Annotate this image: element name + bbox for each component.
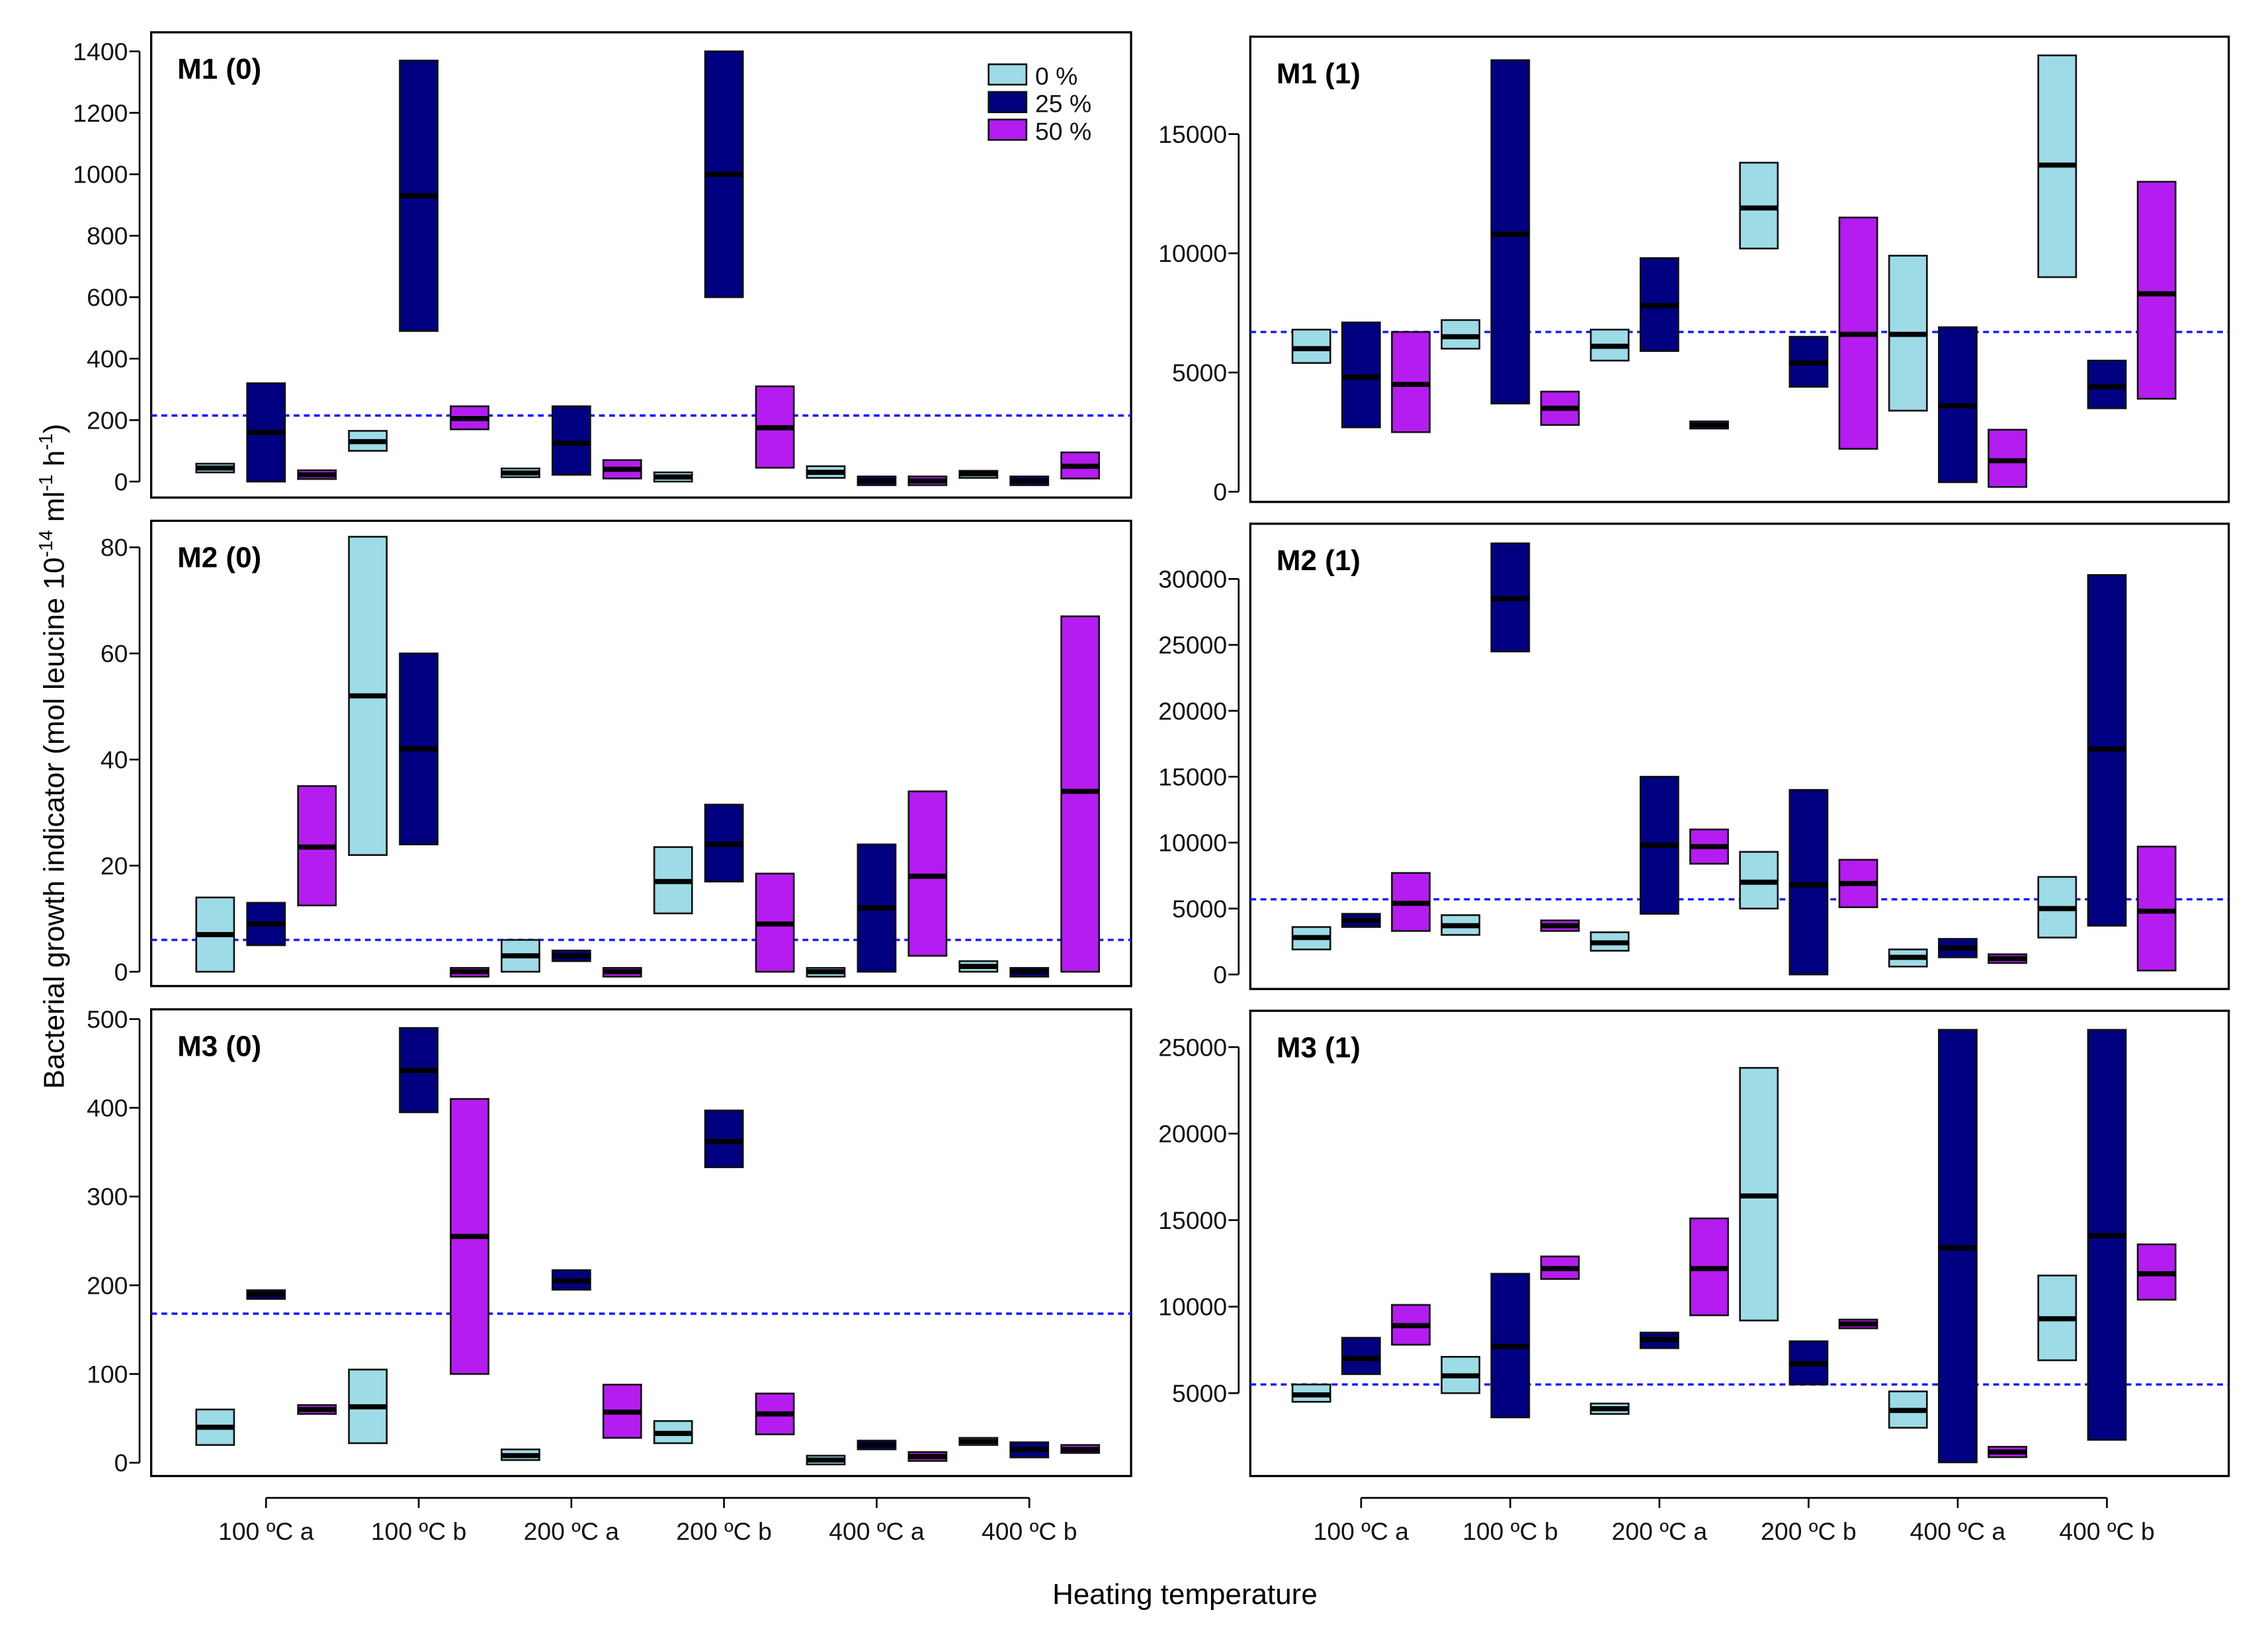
y-tick-label: 1200	[73, 99, 128, 127]
y-tick-label: 5000	[1172, 895, 1227, 923]
box-50pct	[2136, 181, 2177, 400]
legend-swatch	[987, 91, 1028, 114]
y-tick-label: 200	[87, 1271, 128, 1299]
box-50pct	[1060, 615, 1101, 973]
y-axis-label-mid1: ml	[38, 491, 71, 530]
y-tick-label: 80	[101, 534, 128, 562]
panel-m1-1: 0 5000 10000 15000 M1 (1)	[1158, 35, 2230, 506]
panel-m1-0: 0 200 400 600 800 1000 1200 1400 M1 (0)	[73, 31, 1132, 499]
legend-label: 25 %	[1035, 90, 1091, 118]
panel-title: M1 (1)	[1277, 58, 1361, 90]
panel-m2-0: 0 20 40 60 80 M2 (0)	[101, 519, 1132, 988]
x-tick-label: 200 ºC b	[1761, 1517, 1857, 1545]
y-tick-label: 600	[87, 284, 128, 312]
x-tick-label: 200 ºC a	[1612, 1517, 1708, 1545]
x-tick-label: 400 ºC a	[829, 1517, 925, 1545]
y-tick-label: 40	[101, 746, 128, 774]
plot-frame	[149, 519, 1132, 988]
y-axis-label-end: )	[38, 424, 71, 434]
panel-m3-0: 0 100 200 300 400 500 M3 (0) 100 ºC a 100 ºC b 20…	[87, 1005, 1132, 1545]
y-axis-label-exp2: -1	[36, 474, 57, 491]
box-50pct	[907, 790, 948, 957]
box-25pct	[1341, 1337, 1381, 1375]
y-tick-label: 5000	[1172, 1379, 1227, 1407]
y-tick-label: 25000	[1158, 631, 1227, 659]
legend-label: 50 %	[1035, 118, 1091, 146]
x-tick-label: 200 ºC a	[524, 1517, 620, 1545]
y-axis-label-exp1: -14	[36, 530, 57, 557]
y-tick-label: 0	[114, 958, 128, 986]
legend-swatch	[987, 63, 1028, 86]
y-axis-label-exp3: -1	[36, 433, 57, 450]
y-tick-label: 0	[114, 1449, 128, 1477]
y-tick-label: 15000	[1158, 1206, 1227, 1234]
y-axis-label: Bacterial growth indicator (mol leucine …	[36, 424, 71, 1089]
y-tick-label: 100	[87, 1360, 128, 1388]
legend-swatch	[987, 118, 1028, 141]
plot-frame	[149, 31, 1132, 499]
y-tick-label: 10000	[1158, 239, 1227, 267]
y-tick-label: 25000	[1158, 1033, 1227, 1061]
y-tick-label: 20000	[1158, 697, 1227, 725]
x-tick-label: 100 ºC a	[1314, 1517, 1409, 1545]
y-tick-label: 400	[87, 1094, 128, 1122]
box-25pct	[551, 405, 591, 476]
y-tick-label: 20	[101, 852, 128, 880]
box-25pct	[704, 1109, 744, 1169]
x-tick-label: 100 ºC b	[371, 1517, 467, 1545]
y-tick-label: 10000	[1158, 1293, 1227, 1321]
panel-title: M1 (0)	[177, 53, 261, 85]
panel-m2-1: 0 5000 10000 15000 20000 25000 30000 M2 (1)	[1158, 523, 2230, 990]
y-axis-label-main: Bacterial growth indicator (mol leucine …	[38, 558, 71, 1089]
y-tick-label: 0	[114, 468, 128, 495]
y-tick-label: 60	[101, 640, 128, 667]
y-tick-label: 30000	[1158, 565, 1227, 593]
x-tick-label: 100 ºC b	[1462, 1517, 1558, 1545]
y-tick-label: 15000	[1158, 120, 1227, 148]
x-tick-label: 100 ºC a	[218, 1517, 314, 1545]
plot-frame	[1249, 1009, 2230, 1478]
panel-title: M3 (1)	[1277, 1031, 1361, 1064]
y-tick-label: 200	[87, 406, 128, 434]
x-axis-label: Heating temperature	[1052, 1578, 1318, 1611]
y-tick-label: 0	[1213, 478, 1227, 506]
legend: 0 %25 %50 %	[987, 62, 1091, 146]
x-tick-label: 400 ºC a	[1910, 1517, 2006, 1545]
x-tick-label: 400 ºC b	[2059, 1517, 2155, 1545]
y-tick-label: 20000	[1158, 1120, 1227, 1148]
box-25pct	[1788, 788, 1829, 976]
x-tick-label: 200 ºC b	[676, 1517, 772, 1545]
y-tick-label: 0	[1213, 960, 1227, 988]
y-tick-label: 15000	[1158, 763, 1227, 790]
y-tick-label: 10000	[1158, 829, 1227, 857]
y-tick-label: 400	[87, 345, 128, 372]
y-axis-label-mid2: h	[38, 450, 71, 475]
box-50pct	[2136, 845, 2177, 972]
panel-title: M2 (1)	[1277, 544, 1361, 577]
y-tick-label: 500	[87, 1005, 128, 1033]
x-tick-label: 400 ºC b	[982, 1517, 1077, 1545]
panel-title: M3 (0)	[177, 1030, 261, 1062]
y-tick-label: 1000	[73, 161, 128, 189]
plot-frame	[149, 1008, 1132, 1478]
panel-title: M2 (0)	[177, 542, 261, 574]
plot-frame	[1249, 35, 2230, 503]
y-tick-label: 1400	[73, 38, 128, 65]
y-tick-label: 5000	[1172, 359, 1227, 386]
plot-frame	[1249, 523, 2230, 990]
y-tick-label: 300	[87, 1183, 128, 1210]
panel-m3-1: 5000 10000 15000 20000 25000 M3 (1) 100 ºC a 10…	[1158, 1009, 2230, 1545]
legend-label: 0 %	[1035, 62, 1077, 90]
y-tick-label: 800	[87, 222, 128, 250]
